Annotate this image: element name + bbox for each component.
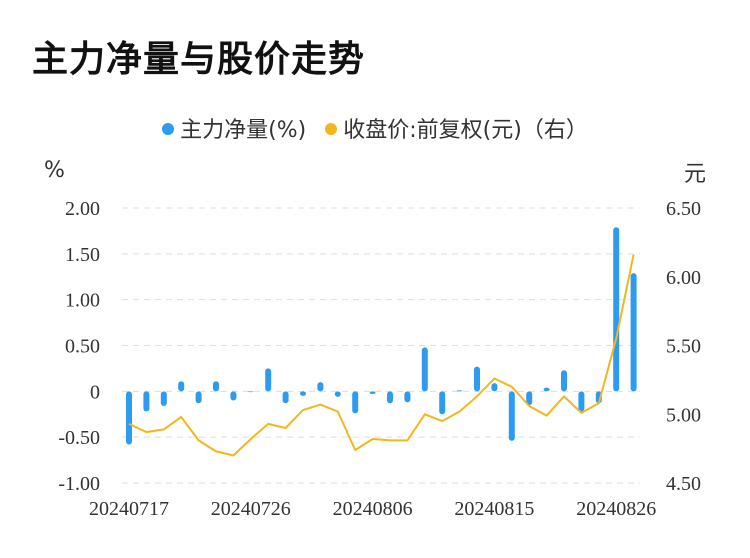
bar <box>126 391 132 445</box>
right-tick-label: 4.50 <box>666 473 701 495</box>
bar <box>456 390 463 392</box>
bar <box>247 391 254 393</box>
right-tick-label: 5.00 <box>666 404 701 426</box>
bar <box>561 370 567 392</box>
price-line <box>128 254 635 457</box>
right-tick-label: 6.50 <box>666 198 701 220</box>
bar <box>369 391 376 395</box>
bar <box>613 227 620 392</box>
right-axis-unit: 元 <box>684 162 707 187</box>
bar <box>387 391 393 404</box>
bar <box>300 391 306 396</box>
legend-item-bar[interactable]: 主力净量(%) <box>162 112 306 144</box>
axis-ticks: -1.00 -0.50 0 0.50 1.00 1.50 2.00 4.50 5.00 5.50 6… <box>58 198 701 520</box>
bar <box>230 391 237 401</box>
bar <box>352 391 359 414</box>
line-series <box>128 254 635 457</box>
left-axis-unit: % <box>44 158 65 183</box>
bar <box>265 368 272 392</box>
legend-item-line[interactable]: 收盘价:前复权(元)（右） <box>325 112 588 144</box>
legend-line-marker <box>325 123 338 135</box>
left-tick-label: -0.50 <box>58 427 100 449</box>
left-tick-label: 2.00 <box>65 198 100 220</box>
left-tick-label: 1.00 <box>65 290 100 312</box>
bar <box>178 381 185 392</box>
bar <box>213 381 219 392</box>
bar <box>334 391 341 397</box>
bar <box>491 383 498 392</box>
left-tick-label: 0.50 <box>65 336 100 358</box>
bar <box>439 391 446 415</box>
bar <box>160 391 167 406</box>
bar <box>282 391 289 404</box>
bar <box>143 391 150 412</box>
legend-bar-marker <box>162 123 175 135</box>
bar <box>474 366 480 392</box>
bar <box>421 347 428 392</box>
x-tick-label: 20240826 <box>576 498 656 520</box>
bar <box>578 391 585 412</box>
chart-title: 主力净量与股价走势 <box>32 39 366 80</box>
bar <box>317 382 324 392</box>
left-tick-label: -1.00 <box>58 473 100 495</box>
right-tick-label: 6.00 <box>666 267 701 289</box>
left-tick-label: 1.50 <box>65 244 100 266</box>
bar <box>508 391 515 441</box>
legend-bar-label: 主力净量(%) <box>180 118 307 143</box>
left-tick-label: 0 <box>90 381 100 403</box>
bar <box>195 391 202 404</box>
grid-lines <box>122 207 640 484</box>
x-tick-label: 20240717 <box>89 498 169 520</box>
x-tick-label: 20240815 <box>454 498 534 520</box>
bar <box>543 387 550 392</box>
legend-line-label: 收盘价:前复权(元)（右） <box>343 118 588 143</box>
x-tick-label: 20240726 <box>211 498 291 520</box>
chart-legend: 主力净量(%) 收盘价:前复权(元)（右） <box>0 112 750 144</box>
bar <box>526 391 533 406</box>
bar <box>630 273 637 392</box>
right-tick-label: 5.50 <box>666 336 701 358</box>
bar <box>404 391 411 403</box>
bar-series <box>126 227 637 445</box>
x-tick-label: 20240806 <box>333 498 413 520</box>
